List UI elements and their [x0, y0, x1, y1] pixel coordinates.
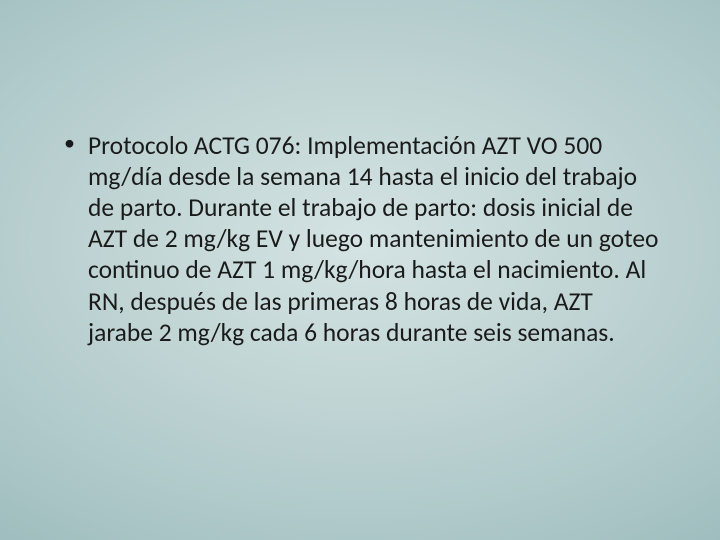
slide: Protocolo ACTG 076: Implementación AZT V… — [0, 0, 720, 540]
bullet-list: Protocolo ACTG 076: Implementación AZT V… — [58, 130, 662, 348]
bullet-text: Protocolo ACTG 076: Implementación AZT V… — [88, 130, 659, 348]
list-item: Protocolo ACTG 076: Implementación AZT V… — [58, 130, 662, 348]
slide-content: Protocolo ACTG 076: Implementación AZT V… — [58, 130, 662, 348]
